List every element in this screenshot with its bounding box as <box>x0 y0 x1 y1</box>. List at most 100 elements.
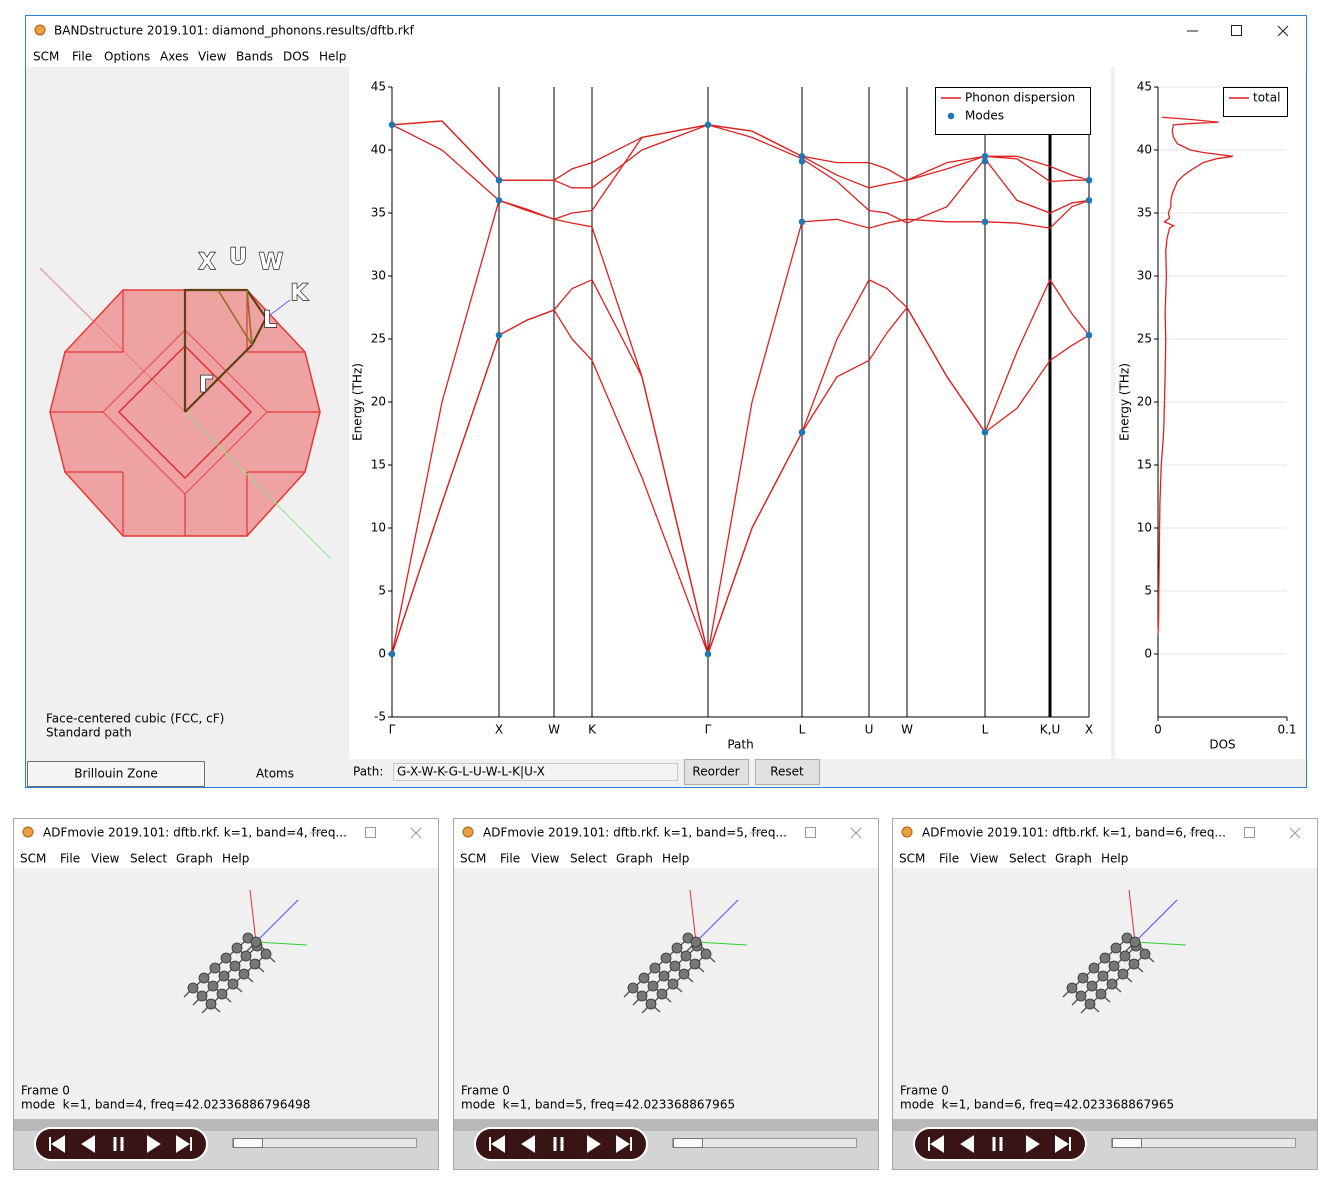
menu-item[interactable]: Help <box>662 852 689 866</box>
atom <box>671 942 683 954</box>
atom <box>1117 968 1129 980</box>
last-frame-button[interactable] <box>1055 1135 1071 1153</box>
atom <box>198 972 210 984</box>
atom <box>700 948 712 960</box>
menu-item[interactable]: View <box>970 852 999 866</box>
x-tick-label: W <box>901 723 913 737</box>
first-frame-button[interactable] <box>928 1135 944 1153</box>
close-button[interactable] <box>1289 827 1301 839</box>
path-input[interactable] <box>393 763 678 781</box>
button-label[interactable]: Reset <box>770 765 804 779</box>
menu-item[interactable]: File <box>60 852 80 866</box>
previous-button[interactable] <box>521 1135 535 1153</box>
mode-point[interactable] <box>1085 176 1093 184</box>
mode-point[interactable] <box>388 650 396 658</box>
window-title: ADFmovie 2019.101: dftb.rkf. k=1, band=6… <box>922 826 1226 840</box>
mode-point[interactable] <box>798 218 806 226</box>
previous-button[interactable] <box>960 1135 974 1153</box>
reorder-button[interactable] <box>684 759 749 785</box>
atom <box>229 960 241 972</box>
menu-item[interactable]: SCM <box>20 852 46 866</box>
mode-point[interactable] <box>981 158 989 165</box>
slider-track[interactable] <box>232 1138 417 1148</box>
mode-point[interactable] <box>1085 331 1093 339</box>
menu-item[interactable]: Options <box>104 50 150 64</box>
next-button[interactable] <box>147 1135 161 1153</box>
tab-label[interactable]: Brillouin Zone <box>74 767 157 781</box>
last-frame-button[interactable] <box>176 1135 192 1153</box>
maximize-button[interactable] <box>805 827 816 838</box>
button-label[interactable]: Reorder <box>692 765 739 779</box>
slider-track[interactable] <box>672 1138 857 1148</box>
mode-point[interactable] <box>704 121 712 129</box>
close-button[interactable] <box>1277 25 1289 37</box>
y-tick-label: 10 <box>371 521 386 535</box>
tab-label[interactable]: Atoms <box>256 767 294 781</box>
axis-z <box>265 299 291 319</box>
maximize-button[interactable] <box>1244 827 1255 838</box>
mode-point[interactable] <box>388 121 396 129</box>
next-button[interactable] <box>1026 1135 1040 1153</box>
first-frame-button[interactable] <box>49 1135 65 1153</box>
mode-point[interactable] <box>981 428 989 436</box>
close-button[interactable] <box>850 827 862 839</box>
menu-item[interactable]: Select <box>570 852 607 866</box>
previous-button[interactable] <box>81 1135 95 1153</box>
tab-selected[interactable] <box>27 761 205 787</box>
y-tick-label: 30 <box>371 269 386 283</box>
atom <box>205 998 217 1010</box>
atom <box>1075 990 1087 1002</box>
pause-button[interactable] <box>553 1137 564 1151</box>
close-button[interactable] <box>410 827 422 839</box>
menu-item[interactable]: File <box>72 50 92 64</box>
last-frame-button[interactable] <box>616 1135 632 1153</box>
menu-item[interactable]: Help <box>222 852 249 866</box>
mode-point[interactable] <box>495 176 503 184</box>
x-tick-label: U <box>865 723 874 737</box>
first-frame-button[interactable] <box>489 1135 505 1153</box>
menu-item[interactable]: Bands <box>236 50 273 64</box>
atom <box>656 988 668 1000</box>
path-type: Standard path <box>46 726 132 740</box>
menu-item[interactable]: SCM <box>33 50 59 64</box>
slider-thumb[interactable] <box>233 1138 263 1148</box>
tab[interactable] <box>205 762 345 786</box>
menu-item[interactable]: DOS <box>283 50 309 64</box>
menu-item[interactable]: Graph <box>176 852 213 866</box>
mode-point[interactable] <box>1085 197 1093 204</box>
pause-button[interactable] <box>113 1137 124 1151</box>
mode-point[interactable] <box>798 428 806 436</box>
menu-item[interactable]: View <box>91 852 120 866</box>
menu-item[interactable]: Select <box>130 852 167 866</box>
maximize-button[interactable] <box>1231 25 1242 36</box>
slider-track[interactable] <box>1111 1138 1296 1148</box>
menu-item[interactable]: File <box>500 852 520 866</box>
next-button[interactable] <box>587 1135 601 1153</box>
menu-item[interactable]: View <box>531 852 560 866</box>
pause-button[interactable] <box>992 1137 1003 1151</box>
atom <box>1106 978 1118 990</box>
slider-thumb[interactable] <box>673 1138 703 1148</box>
menu-item[interactable]: Help <box>1101 852 1128 866</box>
menu-item[interactable]: Graph <box>1055 852 1092 866</box>
mode-point[interactable] <box>981 153 989 160</box>
menu-item[interactable]: View <box>198 50 227 64</box>
y-tick-label: 15 <box>1137 458 1152 472</box>
menu-item[interactable]: Graph <box>616 852 653 866</box>
mode-point[interactable] <box>495 331 503 339</box>
mode-point[interactable] <box>495 197 503 204</box>
path-value[interactable]: G-X-W-K-G-L-U-W-L-K|U-X <box>397 765 545 779</box>
menu-item[interactable]: Axes <box>160 50 189 64</box>
mode-point[interactable] <box>981 218 989 226</box>
menu-item[interactable]: Select <box>1009 852 1046 866</box>
menu-item[interactable]: SCM <box>899 852 925 866</box>
mode-point[interactable] <box>798 153 806 160</box>
maximize-button[interactable] <box>365 827 376 838</box>
mode-point[interactable] <box>798 158 806 165</box>
reset-button[interactable] <box>755 759 820 785</box>
menu-item[interactable]: File <box>939 852 959 866</box>
mode-point[interactable] <box>704 650 712 658</box>
menu-item[interactable]: SCM <box>460 852 486 866</box>
menu-item[interactable]: Help <box>319 50 346 64</box>
slider-thumb[interactable] <box>1112 1138 1142 1148</box>
